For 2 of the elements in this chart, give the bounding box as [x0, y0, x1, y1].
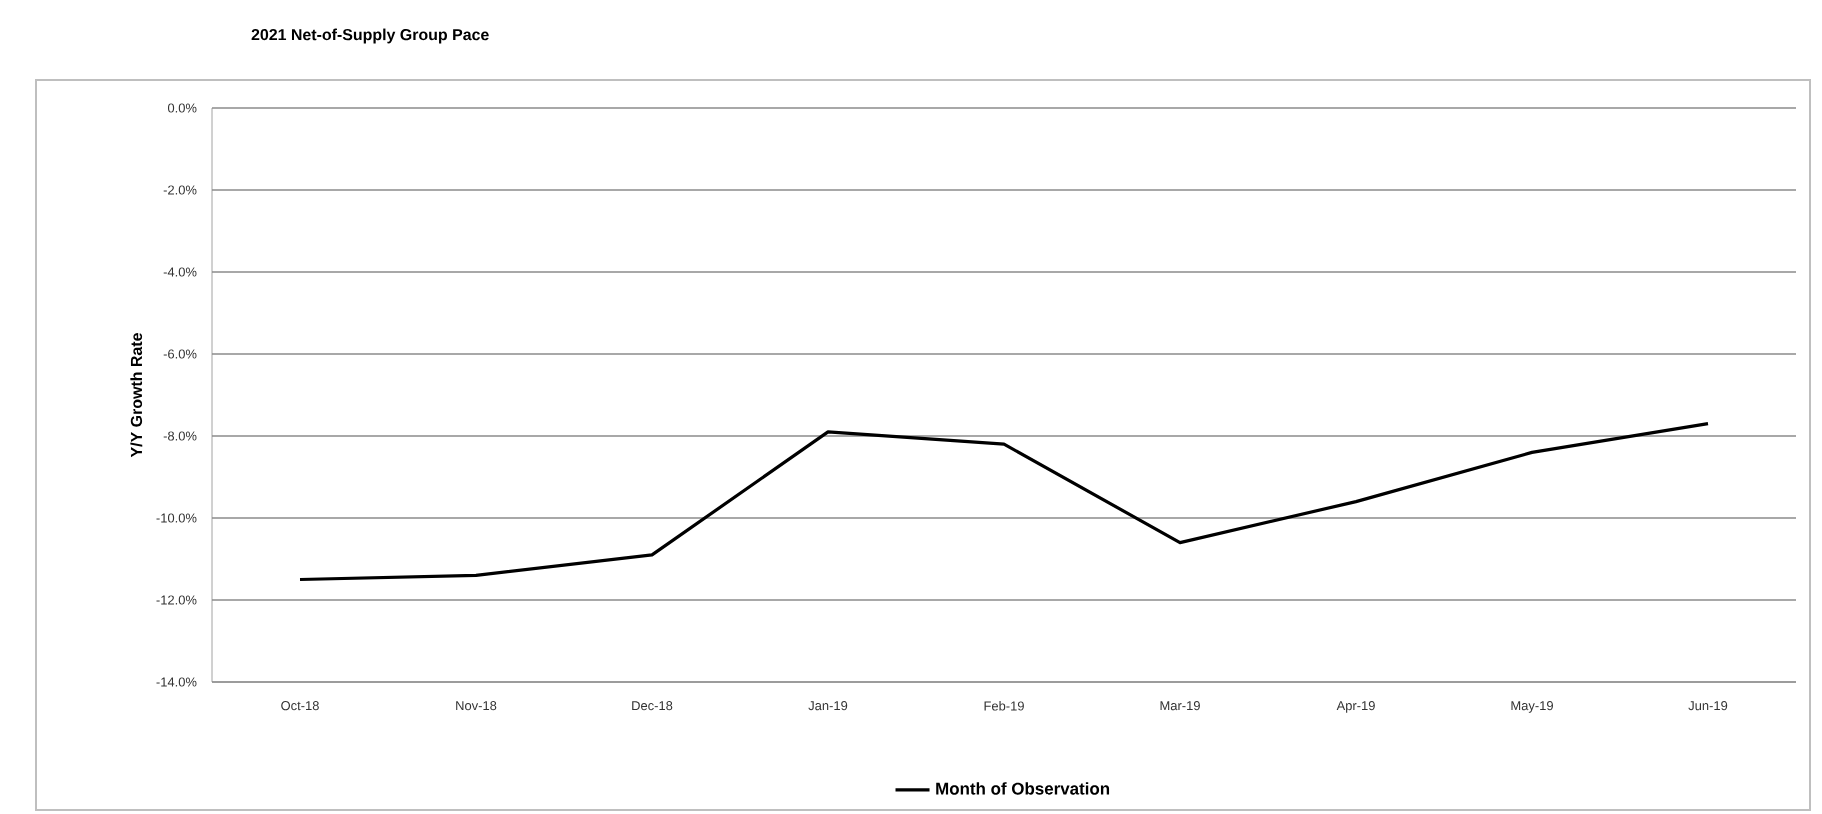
legend-label: Month of Observation [936, 782, 1110, 795]
line-series [298, 422, 1710, 582]
